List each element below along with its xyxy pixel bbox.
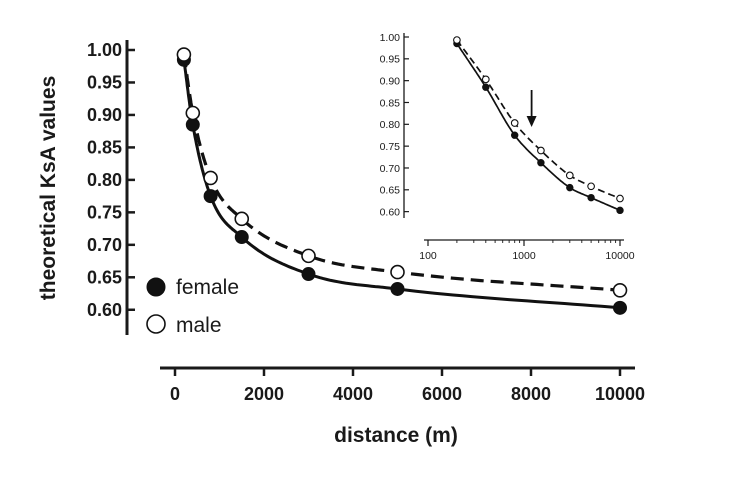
inset-y-tick-label: 0.85 <box>380 97 401 109</box>
y-tick-label: 0.75 <box>87 202 122 222</box>
inset-chart: 0.60 0.65 0.70 0.75 0.80 0.85 0.90 0.95 1.00 100 1… <box>380 32 635 262</box>
inset-data-point-female <box>482 83 490 91</box>
data-point-male <box>176 47 192 62</box>
legend-marker-female <box>146 277 166 297</box>
inset-y-tick-label: 1.00 <box>380 32 401 44</box>
inset-x-tick-label: 1000 <box>512 250 536 262</box>
inset-data-point-male <box>453 36 461 44</box>
inset-data-point-male <box>565 171 574 180</box>
inset-y-tick-label: 0.60 <box>380 206 401 218</box>
data-point-female <box>613 300 627 315</box>
y-tick-label: 0.70 <box>87 235 122 255</box>
inset-data-point-male <box>481 75 490 84</box>
data-point-female <box>390 281 405 296</box>
data-point-male <box>612 282 628 298</box>
y-tick-label: 0.85 <box>87 137 122 157</box>
inset-data-point-female <box>510 131 519 139</box>
data-point-male <box>234 211 250 227</box>
main-chart: 0.60 0.65 0.70 0.75 0.80 0.85 0.90 0.95 1.00 0 200… <box>37 40 645 447</box>
inset-data-point-male <box>587 182 595 191</box>
y-tick-label: 1.00 <box>87 40 122 60</box>
inset-data-point-male <box>537 146 545 155</box>
inset-y-tick-label: 0.90 <box>380 75 401 87</box>
series-line-male <box>182 54 621 292</box>
x-tick-label: 8000 <box>511 384 551 404</box>
data-point-male <box>185 105 201 121</box>
data-point-female <box>203 189 218 204</box>
y-tick-label: 0.80 <box>87 170 122 190</box>
y-tick-label: 0.95 <box>87 72 122 92</box>
inset-y-tick-label: 0.80 <box>380 119 401 131</box>
data-point-female <box>301 267 316 282</box>
x-tick-label: 6000 <box>422 384 462 404</box>
data-point-male <box>301 248 316 264</box>
inset-x-tick-label: 10000 <box>605 250 634 262</box>
data-point-female <box>234 230 249 245</box>
inset-y-tick-label: 0.75 <box>380 141 401 153</box>
inset-data-point-female <box>566 183 574 192</box>
legend-label-male: male <box>176 314 222 337</box>
x-tick-label: 2000 <box>244 384 284 404</box>
y-tick-label: 0.90 <box>87 105 122 125</box>
x-tick-label: 0 <box>170 384 180 404</box>
inset-data-point-male <box>510 119 519 127</box>
inset-data-point-male <box>616 194 624 203</box>
inset-data-point-female <box>537 159 545 167</box>
x-tick-label: 10000 <box>595 384 645 404</box>
inset-data-point-female <box>587 193 595 202</box>
data-point-male <box>390 264 405 280</box>
inset-y-tick-label: 0.95 <box>380 54 401 66</box>
data-point-male <box>203 170 218 186</box>
legend-label-female: female <box>176 276 239 299</box>
inset-series-line-female <box>456 43 621 212</box>
y-tick-label: 0.65 <box>87 267 122 287</box>
inset-data-point-female <box>616 206 624 215</box>
y-axis-title: theoretical KsA values <box>37 76 60 300</box>
inset-x-tick-label: 100 <box>419 250 437 262</box>
inset-series-line-male <box>456 39 621 200</box>
y-tick-label: 0.60 <box>87 300 122 320</box>
x-tick-label: 4000 <box>333 384 373 404</box>
inset-arrow-head <box>526 116 537 127</box>
inset-y-tick-label: 0.65 <box>380 185 401 197</box>
inset-y-tick-label: 0.70 <box>380 163 401 175</box>
legend-marker-male <box>146 314 166 334</box>
x-axis-title: distance (m) <box>334 424 458 447</box>
